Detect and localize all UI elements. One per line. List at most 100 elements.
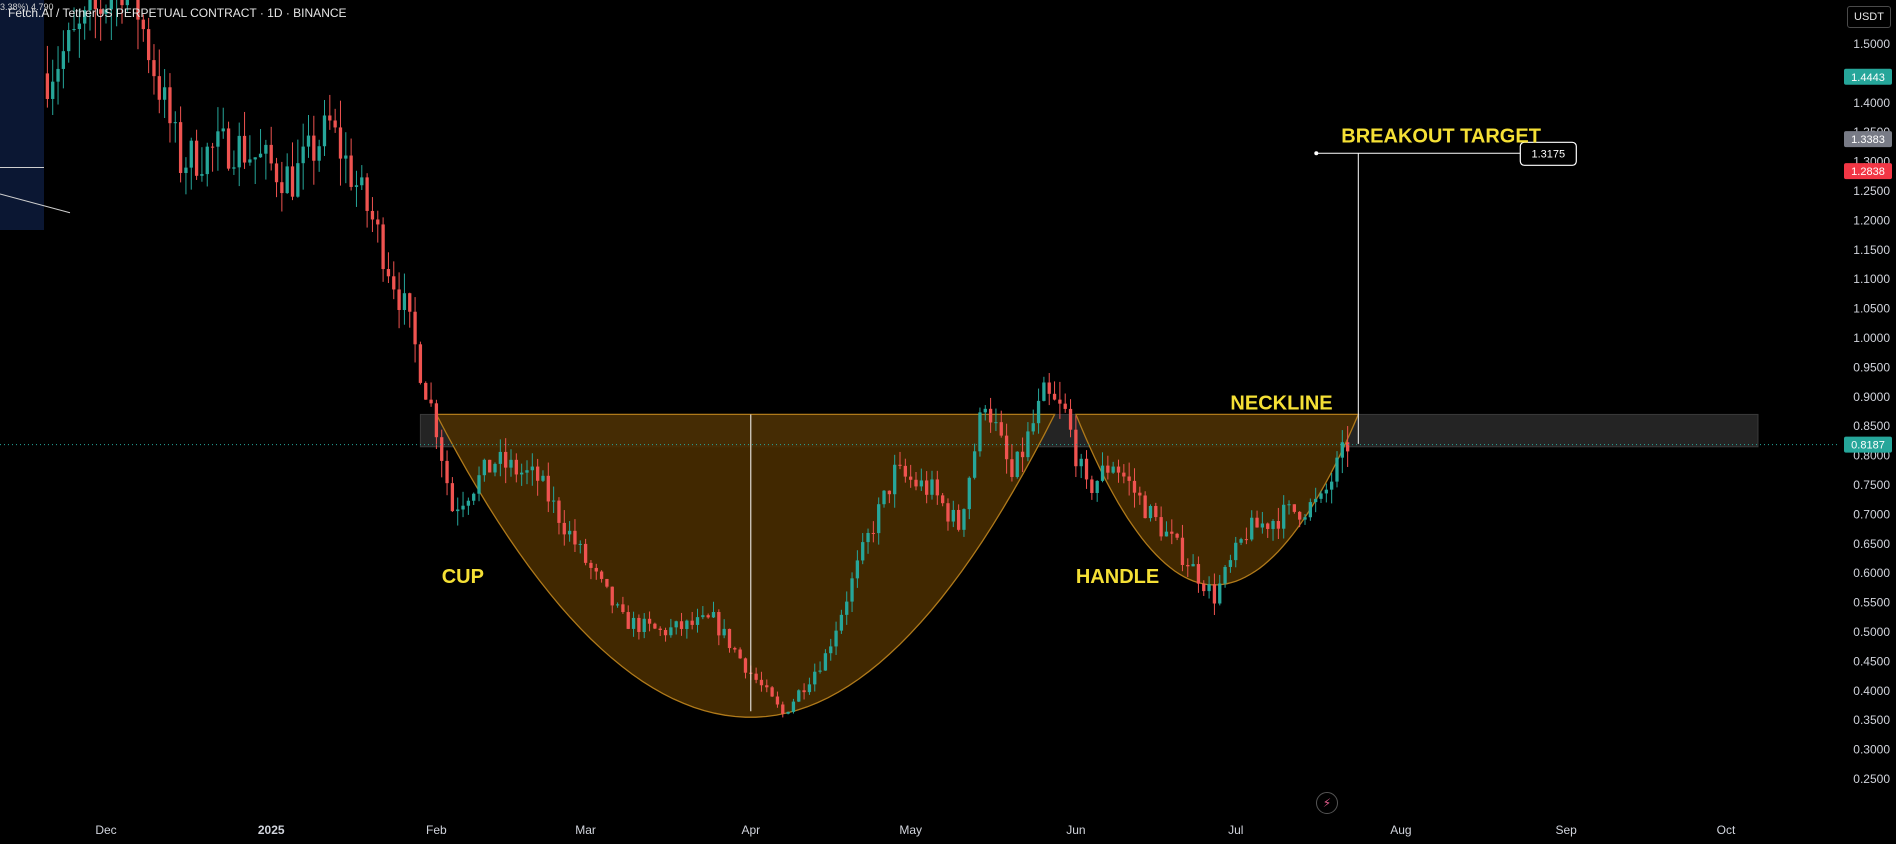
candle-body bbox=[759, 679, 764, 686]
candle-body bbox=[1271, 521, 1275, 529]
candle-body bbox=[88, 0, 92, 11]
candle bbox=[727, 628, 732, 653]
candle-body bbox=[530, 466, 534, 471]
candle-body bbox=[99, 9, 103, 14]
candle bbox=[413, 297, 417, 363]
lightning-icon[interactable]: ⚡ bbox=[1316, 792, 1338, 814]
candle bbox=[637, 614, 641, 640]
price-tick-label: 0.4500 bbox=[1853, 654, 1890, 668]
candle-body bbox=[274, 163, 279, 183]
currency-selector[interactable]: USDT bbox=[1847, 6, 1891, 28]
candle-body bbox=[1122, 472, 1126, 477]
candle-body bbox=[733, 648, 737, 650]
candle bbox=[493, 462, 497, 477]
candle-body bbox=[1042, 382, 1046, 401]
candle bbox=[845, 591, 849, 625]
candle bbox=[567, 521, 572, 542]
candle bbox=[1170, 519, 1174, 545]
candle-body bbox=[898, 464, 902, 466]
price-badge-bg bbox=[1844, 68, 1892, 85]
candle-body bbox=[248, 159, 252, 163]
candle-body bbox=[1132, 480, 1137, 493]
candle bbox=[440, 429, 444, 478]
candle-body bbox=[1154, 505, 1158, 518]
price-tick-label: 0.6000 bbox=[1853, 566, 1890, 580]
candle bbox=[754, 667, 758, 684]
candle bbox=[72, 7, 76, 32]
candle bbox=[781, 701, 785, 718]
candle bbox=[402, 273, 407, 325]
candle-body bbox=[1276, 521, 1281, 529]
candle-body bbox=[381, 224, 385, 270]
candle bbox=[354, 170, 359, 207]
price-tick-label: 0.3500 bbox=[1853, 713, 1890, 727]
candle bbox=[221, 107, 225, 139]
candle-body bbox=[1074, 429, 1078, 467]
candle-body bbox=[290, 166, 295, 197]
time-tick-label: Feb bbox=[426, 823, 447, 837]
candle bbox=[242, 111, 247, 169]
candle-body bbox=[791, 701, 796, 712]
candle bbox=[450, 477, 455, 512]
candle bbox=[1042, 376, 1046, 402]
candle bbox=[194, 129, 199, 180]
candle-body bbox=[498, 451, 502, 464]
candle bbox=[1186, 558, 1190, 577]
candle-body bbox=[56, 68, 60, 82]
candle-body bbox=[397, 289, 401, 311]
candle-body bbox=[146, 29, 151, 61]
candle bbox=[1282, 495, 1286, 539]
symbol-title-text: Fetch.AI / TetherUS PERPETUAL CONTRACT ·… bbox=[8, 6, 347, 20]
candle bbox=[184, 157, 188, 195]
price-tick-label: 0.5500 bbox=[1853, 596, 1890, 610]
candle bbox=[994, 408, 998, 432]
candle-body bbox=[637, 617, 641, 632]
price-tick-label: 0.8500 bbox=[1853, 419, 1890, 433]
candle-body bbox=[338, 127, 343, 159]
candle bbox=[866, 528, 870, 554]
candle bbox=[365, 173, 369, 228]
candle bbox=[861, 533, 865, 565]
candle-body bbox=[818, 670, 822, 672]
candle bbox=[877, 497, 881, 545]
candle-body bbox=[1303, 517, 1307, 520]
candle bbox=[344, 132, 348, 184]
candle-body bbox=[466, 500, 471, 506]
candle bbox=[456, 497, 460, 526]
candle bbox=[248, 135, 252, 166]
candle-body bbox=[1255, 517, 1259, 528]
candle bbox=[743, 657, 748, 679]
candle-body bbox=[893, 464, 897, 495]
candle bbox=[51, 59, 55, 115]
candle bbox=[919, 468, 923, 491]
price-tick-label: 1.1500 bbox=[1853, 243, 1890, 257]
candle-body bbox=[903, 465, 907, 477]
price-scale[interactable]: 0.2500 0.3000 0.3500 0.4000 0.4500 0.5000 0.55… bbox=[1838, 0, 1896, 844]
candle-body bbox=[365, 177, 369, 211]
candle bbox=[370, 197, 375, 232]
candle bbox=[1298, 511, 1302, 528]
candle bbox=[882, 490, 886, 508]
candle-body bbox=[615, 604, 620, 606]
candle bbox=[903, 458, 907, 483]
price-tick-label: 1.5000 bbox=[1853, 37, 1890, 51]
candle-body bbox=[456, 509, 460, 512]
candle-body bbox=[51, 81, 55, 99]
candle bbox=[850, 572, 854, 613]
candle-body bbox=[722, 628, 726, 636]
candle-body bbox=[1143, 495, 1147, 519]
candle-body bbox=[1319, 493, 1323, 499]
candle bbox=[328, 94, 332, 130]
candle bbox=[925, 471, 929, 504]
candle-body bbox=[344, 155, 348, 159]
candle-body bbox=[221, 128, 225, 132]
candle bbox=[1090, 475, 1094, 500]
candle bbox=[189, 137, 193, 190]
candle-body bbox=[413, 311, 417, 345]
candle-body bbox=[802, 690, 806, 693]
candle bbox=[972, 443, 977, 480]
time-scale[interactable]: Dec 2025 Feb Mar Apr May Jun Jul Aug Sep Oct bbox=[95, 823, 1736, 837]
candle-body bbox=[216, 131, 220, 147]
candle bbox=[1058, 381, 1062, 419]
